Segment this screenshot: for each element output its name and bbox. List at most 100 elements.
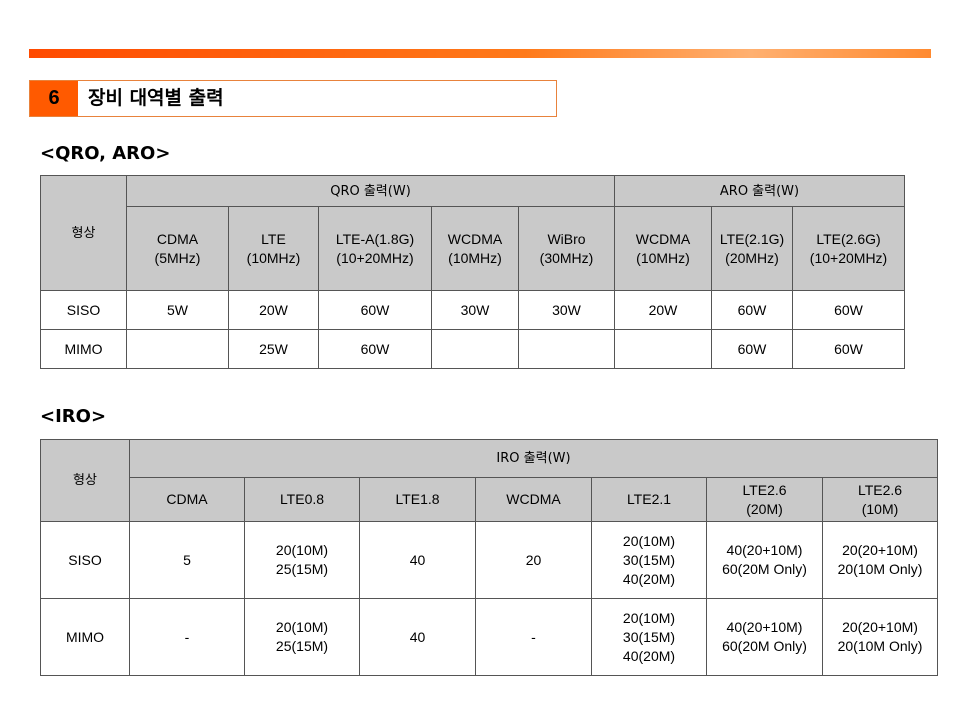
table-cell-line: 20(10M Only) <box>837 638 923 654</box>
qro-column-header: LTE(2.6G) (10+20MHz) <box>791 206 906 291</box>
table-cell-line: 20(10M) <box>275 542 329 558</box>
table-cell-line: 60(20M Only) <box>722 638 807 654</box>
iro-table: 형상 IRO 출력(W) CDMA LTE0.8 LTE1.8 WCDMA LTE2.1… <box>40 439 939 676</box>
iro-column-header: LTE1.8 <box>359 477 476 522</box>
iro-column-header: LTE2.6 (20M) <box>706 477 823 522</box>
qro-column-header: WiBro (30MHz) <box>518 206 615 291</box>
row-label: SISO <box>40 290 127 330</box>
table-cell: 30W <box>518 290 615 330</box>
iro-column-header-line: LTE0.8 <box>279 491 325 507</box>
qro-column-header-line: LTE(2.1G) <box>719 230 785 247</box>
table-cell-line: 40 <box>409 628 426 645</box>
table-cell: 20(10M) 30(15M) 40(20M) <box>591 598 707 676</box>
iro-shape-header: 형상 <box>40 439 130 522</box>
table-cell-line: - <box>531 628 536 645</box>
qro-output-group-header: QRO 출력(W) <box>126 175 615 207</box>
top-accent-bar <box>29 49 931 58</box>
table-cell: 20(10M) 25(15M) <box>244 598 360 676</box>
table-cell <box>614 329 712 369</box>
qro-column-header-line: (10MHz) <box>636 249 690 266</box>
iro-heading: <IRO> <box>40 406 107 427</box>
iro-column-header-line: LTE1.8 <box>395 491 440 507</box>
table-cell-line: - <box>184 628 190 645</box>
table-row: SISO 5 20(10M) 25(15M) 40 20 20(10M) 30(15M) 40(… <box>40 521 939 599</box>
qro-aro-heading: <QRO, ARO> <box>40 143 171 164</box>
row-label: MIMO <box>40 329 127 369</box>
table-cell: 20W <box>614 290 712 330</box>
qro-column-header-line: WCDMA <box>635 230 691 247</box>
table-cell-line: 40(20M) <box>622 570 676 587</box>
table-cell: 60W <box>791 329 906 369</box>
table-cell-line: 20(10M) <box>275 619 329 635</box>
iro-column-header-line: LTE2.6 <box>742 481 787 498</box>
table-cell: - <box>475 598 592 676</box>
table-row: SISO 5W 20W 60W 30W 30W 20W 60W 60W <box>40 290 906 330</box>
table-cell: 40(20+10M) 60(20M Only) <box>706 598 823 676</box>
section-number: 6 <box>30 81 78 116</box>
qro-shape-header: 형상 <box>40 175 127 291</box>
table-cell-line: 5 <box>183 551 191 568</box>
qro-column-header: CDMA (5MHz) <box>126 206 229 291</box>
table-cell-line: 20(10M Only) <box>837 561 923 577</box>
aro-output-group-header: ARO 출력(W) <box>613 175 906 207</box>
table-cell: 40 <box>359 598 476 676</box>
table-cell: 60W <box>711 329 793 369</box>
table-row: MIMO - 20(10M) 25(15M) 40 - 20(10M) 30(15M) 40(2… <box>40 598 939 676</box>
qro-column-header: WCDMA (10MHz) <box>431 206 519 291</box>
table-cell: 20(10M) 25(15M) <box>244 521 360 599</box>
qro-column-header: LTE-A(1.8G) (10+20MHz) <box>318 206 432 291</box>
qro-column-header-line: CDMA <box>156 230 199 247</box>
table-cell: 40(20+10M) 60(20M Only) <box>706 521 823 599</box>
qro-column-header-line: (20MHz) <box>725 249 779 266</box>
table-cell-line: 25(15M) <box>275 638 329 654</box>
qro-column-header-line: LTE-A(1.8G) <box>335 230 415 247</box>
table-cell: 20 <box>475 521 592 599</box>
table-cell: - <box>129 598 245 676</box>
iro-column-header-line: CDMA <box>166 491 208 507</box>
iro-column-header-line: (10M) <box>861 500 899 517</box>
table-cell-line: 20(20+10M) <box>842 619 918 635</box>
qro-aro-table: 형상 QRO 출력(W) ARO 출력(W) CDMA (5MHz) LTE (10M… <box>40 175 906 369</box>
table-cell-line: 25(15M) <box>275 561 329 577</box>
qro-column-header: LTE (10MHz) <box>228 206 319 291</box>
iro-column-header-line: (20M) <box>746 500 783 517</box>
table-cell: 20(20+10M) 20(10M Only) <box>821 521 939 599</box>
table-cell-line: 40(20+10M) <box>726 619 803 635</box>
qro-column-header-line: (10+20MHz) <box>336 249 414 266</box>
table-cell-line: 20(10M) <box>622 532 676 549</box>
table-cell-line: 30(15M) <box>622 628 676 645</box>
iro-column-header-line: WCDMA <box>506 491 561 507</box>
iro-column-header: CDMA <box>129 477 245 522</box>
table-cell: 20W <box>228 290 319 330</box>
section-title: 장비 대역별 출력 <box>88 87 224 109</box>
table-cell: 60W <box>318 329 432 369</box>
qro-column-header-line: LTE <box>261 230 286 247</box>
table-cell: 5W <box>126 290 229 330</box>
qro-column-header-line: (10MHz) <box>448 249 502 266</box>
table-cell-line: 20 <box>525 551 542 568</box>
qro-column-header-line: WiBro <box>547 230 586 247</box>
qro-column-header-line: WCDMA <box>447 230 503 247</box>
table-cell-line: 40(20M) <box>622 647 676 664</box>
row-label: SISO <box>40 521 130 599</box>
qro-column-header-line: LTE(2.6G) <box>816 230 881 247</box>
section-title-box: 6 장비 대역별 출력 <box>29 80 557 117</box>
iro-column-header: LTE2.1 <box>591 477 707 522</box>
table-cell-line: 30(15M) <box>622 551 676 568</box>
row-label: MIMO <box>40 598 130 676</box>
table-cell: 30W <box>431 290 519 330</box>
table-cell-line: 20(10M) <box>622 609 676 626</box>
table-cell: 25W <box>228 329 319 369</box>
table-cell <box>431 329 519 369</box>
table-cell: 40 <box>359 521 476 599</box>
table-cell: 20(20+10M) 20(10M Only) <box>821 598 939 676</box>
table-cell-line: 40(20+10M) <box>726 542 803 558</box>
iro-output-group-header: IRO 출력(W) <box>128 439 939 478</box>
table-cell: 20(10M) 30(15M) 40(20M) <box>591 521 707 599</box>
table-cell: 60W <box>318 290 432 330</box>
iro-column-header-line: LTE2.1 <box>626 491 672 507</box>
table-cell-line: 60(20M Only) <box>722 561 807 577</box>
qro-column-header-line: (10MHz) <box>246 249 301 266</box>
iro-column-header-line: LTE2.6 <box>857 481 903 498</box>
table-cell-line: 20(20+10M) <box>842 542 918 558</box>
